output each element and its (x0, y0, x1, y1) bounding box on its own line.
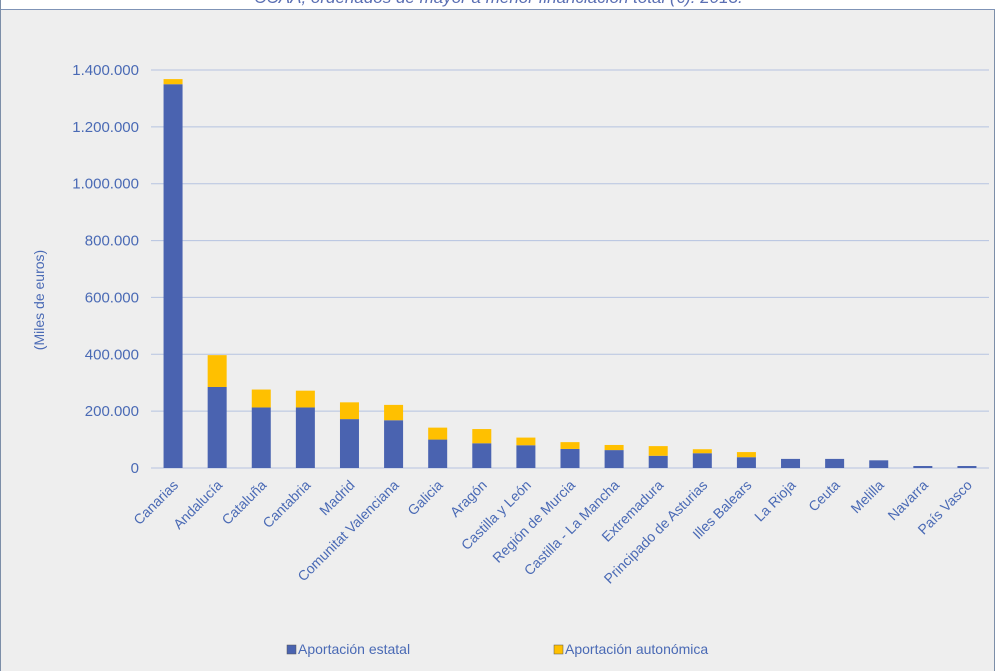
bar-segment (251, 407, 271, 468)
legend-label: Aportación autonómica (565, 641, 708, 657)
y-tick-label: 400.000 (85, 346, 139, 363)
bar-segment (648, 455, 668, 468)
x-tick-label: Melilla (847, 477, 887, 517)
bar-segment (648, 446, 668, 456)
bar-segment (869, 460, 889, 468)
y-tick-label: 1.000.000 (72, 176, 139, 193)
bar-segment (163, 84, 183, 468)
y-tick-label: 1.400.000 (72, 62, 139, 79)
x-tick-label: La Rioja (751, 477, 799, 525)
x-tick-label: Aragón (447, 477, 490, 520)
y-tick-label: 0 (131, 460, 139, 477)
bar-segment (781, 458, 801, 468)
legend-label: Aportación estatal (298, 641, 410, 657)
y-axis-ticks: 0 200.000 400.000 600.000 800.000 1.000.000 1.… (72, 62, 139, 477)
legend-swatch (286, 644, 297, 655)
bar-segment (472, 429, 492, 444)
x-tick-label: Ceuta (805, 477, 843, 515)
bar-segment (207, 355, 227, 387)
bar-segment (251, 389, 271, 408)
y-tick-label: 600.000 (85, 289, 139, 306)
bar-segment (163, 79, 183, 85)
bar-segment (692, 453, 712, 468)
bar-segment (428, 427, 448, 440)
x-tick-label: Madrid (316, 477, 358, 519)
bar-segment (207, 386, 227, 468)
bar-segment (957, 466, 977, 468)
legend-swatch (553, 644, 564, 655)
bar-segment (339, 419, 359, 468)
bar-segment (339, 402, 359, 420)
bar-segment (604, 450, 624, 468)
bar-segment (516, 445, 536, 468)
bar-segment (560, 442, 580, 449)
x-tick-label: Galicia (404, 477, 446, 519)
bar-segment (295, 390, 315, 408)
y-axis-label: (Miles de euros) (31, 250, 47, 350)
bar-segment (913, 466, 933, 468)
x-tick-label: Cantabria (259, 477, 313, 531)
bars (163, 79, 977, 468)
bar-segment (516, 437, 536, 446)
bar-segment (560, 448, 580, 468)
title-strip: CCAA, ordenados de mayor a menor financi… (1, 0, 995, 10)
y-tick-label: 800.000 (85, 233, 139, 250)
bar-segment (384, 404, 404, 421)
bar-segment (295, 407, 315, 468)
bar-segment (604, 444, 624, 451)
x-tick-label: Región de Murcia (489, 477, 578, 566)
bar-segment (736, 457, 756, 468)
y-tick-label: 200.000 (85, 403, 139, 420)
bar-segment (736, 452, 756, 458)
chart-title: CCAA, ordenados de mayor a menor financi… (1, 0, 995, 8)
bar-segment (428, 439, 448, 468)
legend: Aportación estatal Aportación autonómica (286, 641, 708, 657)
bar-segment (825, 458, 845, 468)
gridlines (151, 69, 989, 469)
bar-segment (384, 420, 404, 468)
x-tick-label: Andalucía (170, 477, 225, 532)
bar-segment (692, 449, 712, 454)
bar-segment (472, 443, 492, 468)
y-tick-label: 1.200.000 (72, 119, 139, 136)
